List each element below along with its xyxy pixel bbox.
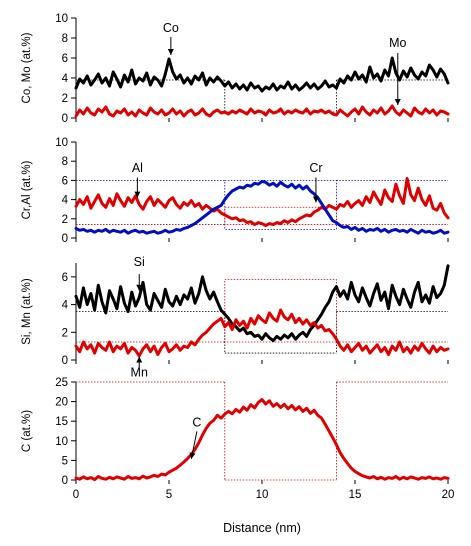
- annotation-label: Co: [163, 21, 179, 35]
- y-tick-label: 2: [62, 93, 68, 105]
- annotation-label: Cr: [309, 161, 322, 175]
- panel-4: 0 5 10 15 20 25 0 5 10 15 20 C (at.%) C: [21, 377, 454, 501]
- y-tick-label: 6: [62, 272, 68, 284]
- y-tick-label: 20: [55, 397, 68, 409]
- guide-box: [224, 179, 337, 230]
- x-tick-label: 0: [73, 489, 79, 501]
- annotation-label: C: [192, 416, 201, 430]
- x-tick-label: 20: [442, 489, 455, 501]
- series-line-2: [74, 308, 450, 358]
- y-tick-label: 10: [55, 137, 68, 149]
- y-tick-label: 4: [62, 195, 69, 207]
- y-axis-label: C (at.%): [21, 410, 33, 452]
- plots-layer: 0 2 4 6 8 10 Co, Mo (at.%) Co Mo 0 2 4 6 8 10 Cr,Al (at…: [21, 13, 454, 501]
- annotation-arrow-head: [136, 284, 143, 291]
- y-axis-label: Si, Mn (at.%): [21, 278, 33, 345]
- x-axis-label: Distance (nm): [223, 521, 301, 535]
- panel-2: 0 2 4 6 8 10 Cr,Al (at.%) Al Cr: [21, 137, 450, 245]
- series-line-1: [74, 177, 450, 227]
- y-tick-label: 5: [62, 455, 68, 467]
- y-axis-label: Co, Mo (at.%): [21, 32, 33, 103]
- annotation-label: Si: [134, 255, 145, 269]
- y-tick-label: 2: [62, 327, 68, 339]
- y-tick-label: 0: [62, 113, 68, 125]
- x-tick-label: 15: [349, 489, 362, 501]
- y-tick-label: 6: [62, 53, 68, 65]
- annotation-arrow-head: [312, 196, 319, 203]
- y-tick-label: 10: [55, 436, 68, 448]
- y-tick-label: 0: [62, 355, 68, 367]
- annotation-arrow-head: [167, 49, 174, 55]
- annotation-label: Al: [132, 161, 143, 175]
- y-tick-label: 4: [62, 300, 69, 312]
- x-tick-label: 5: [166, 489, 172, 501]
- annotation-label: Mn: [131, 366, 148, 380]
- annotation-arrow-head: [134, 191, 141, 198]
- series-line-1: [74, 398, 450, 482]
- y-tick-label: 4: [62, 73, 69, 85]
- series-line-2: [74, 179, 450, 235]
- y-axis-label: Cr,Al (at.%): [21, 160, 33, 219]
- y-tick-label: 2: [62, 214, 68, 226]
- panel-3: 0 2 4 6 Si, Mn (at.%) Si Mn: [21, 255, 450, 380]
- annotation-label: Mo: [389, 36, 406, 50]
- annotation-arrow-head: [394, 99, 401, 105]
- y-tick-label: 0: [62, 233, 68, 245]
- annotation-arrow-head: [189, 452, 196, 459]
- panel-1: 0 2 4 6 8 10 Co, Mo (at.%) Co Mo: [21, 13, 450, 125]
- series-line-1: [74, 264, 450, 343]
- series-line-1: [74, 56, 450, 93]
- y-tick-label: 10: [55, 13, 68, 25]
- x-tick-label: 10: [256, 489, 269, 501]
- y-tick-label: 8: [62, 156, 68, 168]
- y-tick-label: 6: [62, 175, 68, 187]
- annotation-arrow-head: [136, 356, 143, 363]
- series-line-2: [74, 104, 450, 118]
- y-tick-label: 25: [55, 377, 68, 389]
- y-tick-label: 8: [62, 33, 68, 45]
- y-tick-label: 15: [55, 416, 68, 428]
- y-tick-label: 0: [62, 475, 68, 487]
